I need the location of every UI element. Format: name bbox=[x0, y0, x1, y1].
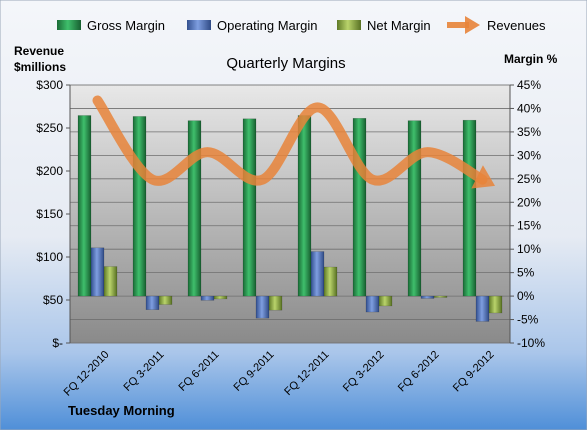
right-axis-label: Margin % bbox=[504, 52, 558, 66]
right-axis-tick-label: 35% bbox=[517, 125, 541, 139]
bar-gross-margin bbox=[462, 119, 477, 297]
bar-gross-margin bbox=[132, 116, 147, 297]
chart-title: Quarterly Margins bbox=[226, 55, 345, 72]
left-axis: $- $50 $100 $150 $200 $250 $300 bbox=[36, 78, 71, 350]
right-axis-tick-label: -5% bbox=[517, 313, 539, 327]
right-axis: -10% -5% 0% 5% 10% 15% 20% 25% 30% 35% 40% 45% bbox=[509, 78, 545, 350]
bar-net-margin bbox=[378, 295, 393, 307]
bar-gross-margin bbox=[297, 115, 312, 297]
bar-operating-margin bbox=[310, 251, 325, 297]
legend: Gross Margin Operating Margin Net Margin… bbox=[57, 16, 546, 34]
bar-gross-margin bbox=[187, 120, 202, 297]
bar-operating-margin bbox=[200, 295, 215, 301]
left-axis-tick-label: $200 bbox=[36, 164, 63, 178]
revenues-line bbox=[92, 95, 488, 186]
bar-net-margin bbox=[268, 295, 283, 311]
bar-net-margin bbox=[213, 295, 228, 300]
left-axis-tick-label: $- bbox=[52, 336, 63, 350]
legend-label-operating-margin: Operating Margin bbox=[217, 18, 317, 33]
right-axis-tick-label: 30% bbox=[517, 148, 541, 162]
revenues-arrowhead bbox=[471, 165, 496, 189]
bar-gross-margin bbox=[242, 118, 257, 297]
left-axis-tick-label: $250 bbox=[36, 121, 63, 135]
bar-net-margin bbox=[158, 295, 173, 305]
legend-swatch-net-margin bbox=[337, 20, 361, 30]
left-axis-label-line2: $millions bbox=[14, 60, 66, 74]
left-axis-tick-label: $300 bbox=[36, 78, 63, 92]
right-axis-tick-label: 45% bbox=[517, 78, 541, 92]
bar-operating-margin bbox=[145, 295, 160, 310]
right-axis-tick-label: 10% bbox=[517, 242, 541, 256]
bar-net-margin bbox=[488, 295, 503, 314]
legend-label-gross-margin: Gross Margin bbox=[87, 18, 165, 33]
right-axis-tick-label: 20% bbox=[517, 195, 541, 209]
legend-swatch-revenues bbox=[447, 16, 480, 34]
right-axis-tick-label: 25% bbox=[517, 172, 541, 186]
bars bbox=[77, 115, 503, 322]
right-axis-tick-label: -10% bbox=[517, 336, 545, 350]
bar-operating-margin bbox=[255, 295, 270, 319]
legend-swatch-operating-margin bbox=[187, 20, 211, 30]
bar-gross-margin bbox=[352, 118, 367, 297]
right-axis-tick-label: 5% bbox=[517, 266, 535, 280]
bar-gross-margin bbox=[407, 120, 422, 297]
legend-label-net-margin: Net Margin bbox=[367, 18, 431, 33]
left-axis-tick-label: $150 bbox=[36, 207, 63, 221]
right-axis-tick-label: 15% bbox=[517, 219, 541, 233]
legend-label-revenues: Revenues bbox=[487, 18, 546, 33]
left-axis-tick-label: $100 bbox=[36, 250, 63, 264]
left-axis-label-line1: Revenue bbox=[14, 44, 64, 58]
bar-gross-margin bbox=[77, 115, 92, 297]
revenues-series bbox=[92, 95, 496, 189]
bar-net-margin bbox=[323, 266, 338, 297]
company-name: Tuesday Morning bbox=[68, 403, 175, 418]
legend-swatch-gross-margin bbox=[57, 20, 81, 30]
bar-operating-margin bbox=[90, 247, 105, 297]
bar-net-margin bbox=[103, 266, 118, 297]
bar-operating-margin bbox=[475, 295, 490, 322]
right-axis-tick-label: 0% bbox=[517, 289, 535, 303]
bar-operating-margin bbox=[365, 295, 380, 313]
left-axis-tick-label: $50 bbox=[43, 293, 63, 307]
bar-net-margin bbox=[433, 295, 448, 298]
bar-operating-margin bbox=[420, 295, 435, 299]
right-axis-tick-label: 40% bbox=[517, 101, 541, 115]
